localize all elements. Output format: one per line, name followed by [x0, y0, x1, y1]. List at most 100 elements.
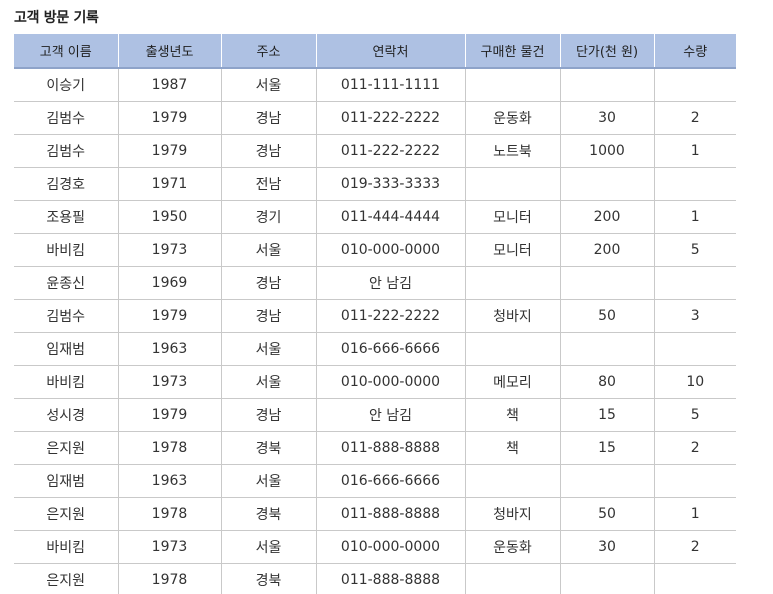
- cell-address: 서울: [220, 365, 316, 399]
- header-row: 고객 이름 출생년도 주소 연락처 구매한 물건 단가(천 원) 수량: [14, 34, 736, 69]
- cell-purchased-item: 책: [464, 398, 560, 432]
- table-container: 고객 이름 출생년도 주소 연락처 구매한 물건 단가(천 원) 수량 이승기 1…: [14, 34, 736, 594]
- table-row: 은지원 1978 경북 011-888-8888 책 15 2: [14, 431, 736, 465]
- cell-birth-year: 1971: [117, 167, 221, 201]
- cell-contact: 안 남김: [315, 398, 465, 432]
- cell-purchased-item: [464, 464, 560, 498]
- cell-contact: 010-000-0000: [315, 530, 465, 564]
- cell-unit-price: [559, 266, 654, 300]
- cell-birth-year: 1979: [117, 134, 221, 168]
- cell-address: 전남: [220, 167, 316, 201]
- cell-address: 경남: [220, 101, 316, 135]
- table-row: 윤종신 1969 경남 안 남김: [14, 266, 736, 300]
- cell-unit-price: 50: [559, 497, 654, 531]
- cell-address: 서울: [220, 332, 316, 366]
- table-row: 임재범 1963 서울 016-666-6666: [14, 464, 736, 498]
- table-row: 은지원 1978 경북 011-888-8888 청바지 50 1: [14, 497, 736, 531]
- cell-unit-price: 50: [559, 299, 654, 333]
- cell-address: 경남: [220, 134, 316, 168]
- cell-customer-name: 김경호: [14, 167, 118, 201]
- cell-contact: 안 남김: [315, 266, 465, 300]
- cell-quantity: [653, 563, 736, 594]
- cell-customer-name: 임재범: [14, 464, 118, 498]
- cell-unit-price: [559, 563, 654, 594]
- cell-address: 서울: [220, 464, 316, 498]
- cell-purchased-item: [464, 563, 560, 594]
- table-row: 바비킴 1973 서울 010-000-0000 메모리 80 10: [14, 365, 736, 399]
- cell-birth-year: 1973: [117, 530, 221, 564]
- cell-contact: 016-666-6666: [315, 464, 465, 498]
- cell-birth-year: 1978: [117, 431, 221, 465]
- cell-contact: 011-888-8888: [315, 563, 465, 594]
- cell-address: 서울: [220, 233, 316, 267]
- cell-quantity: [653, 332, 736, 366]
- cell-purchased-item: 청바지: [464, 299, 560, 333]
- cell-purchased-item: 노트북: [464, 134, 560, 168]
- cell-contact: 011-888-8888: [315, 431, 465, 465]
- header-customer-name: 고객 이름: [14, 34, 118, 69]
- cell-birth-year: 1963: [117, 464, 221, 498]
- cell-quantity: 5: [653, 398, 736, 432]
- cell-quantity: 10: [653, 365, 736, 399]
- cell-unit-price: [559, 167, 654, 201]
- cell-contact: 016-666-6666: [315, 332, 465, 366]
- cell-address: 경남: [220, 266, 316, 300]
- cell-contact: 011-222-2222: [315, 101, 465, 135]
- cell-unit-price: 15: [559, 431, 654, 465]
- cell-customer-name: 성시경: [14, 398, 118, 432]
- cell-unit-price: 30: [559, 101, 654, 135]
- cell-contact: 011-888-8888: [315, 497, 465, 531]
- cell-customer-name: 바비킴: [14, 530, 118, 564]
- cell-customer-name: 은지원: [14, 497, 118, 531]
- cell-birth-year: 1973: [117, 233, 221, 267]
- cell-birth-year: 1979: [117, 101, 221, 135]
- customer-visit-table: 고객 이름 출생년도 주소 연락처 구매한 물건 단가(천 원) 수량 이승기 1…: [14, 34, 736, 594]
- cell-purchased-item: 모니터: [464, 233, 560, 267]
- cell-unit-price: 15: [559, 398, 654, 432]
- cell-quantity: 2: [653, 101, 736, 135]
- cell-birth-year: 1950: [117, 200, 221, 234]
- cell-purchased-item: 책: [464, 431, 560, 465]
- cell-birth-year: 1973: [117, 365, 221, 399]
- cell-purchased-item: 메모리: [464, 365, 560, 399]
- cell-address: 경기: [220, 200, 316, 234]
- cell-unit-price: [559, 332, 654, 366]
- cell-quantity: 1: [653, 497, 736, 531]
- cell-contact: 019-333-3333: [315, 167, 465, 201]
- cell-quantity: [653, 464, 736, 498]
- header-address: 주소: [220, 34, 316, 69]
- table-row: 성시경 1979 경남 안 남김 책 15 5: [14, 398, 736, 432]
- cell-contact: 011-222-2222: [315, 299, 465, 333]
- cell-quantity: 2: [653, 530, 736, 564]
- cell-quantity: 2: [653, 431, 736, 465]
- cell-quantity: [653, 266, 736, 300]
- cell-purchased-item: 청바지: [464, 497, 560, 531]
- table-row: 바비킴 1973 서울 010-000-0000 모니터 200 5: [14, 233, 736, 267]
- cell-address: 경북: [220, 431, 316, 465]
- table-row: 조용필 1950 경기 011-444-4444 모니터 200 1: [14, 200, 736, 234]
- cell-unit-price: 1000: [559, 134, 654, 168]
- header-unit-price: 단가(천 원): [559, 34, 654, 69]
- cell-birth-year: 1987: [117, 68, 221, 102]
- cell-purchased-item: [464, 332, 560, 366]
- cell-customer-name: 바비킴: [14, 233, 118, 267]
- table-row: 은지원 1978 경북 011-888-8888: [14, 563, 736, 594]
- cell-unit-price: 80: [559, 365, 654, 399]
- cell-quantity: 1: [653, 200, 736, 234]
- cell-customer-name: 김범수: [14, 299, 118, 333]
- cell-customer-name: 이승기: [14, 68, 118, 102]
- header-birth-year: 출생년도: [117, 34, 221, 69]
- cell-purchased-item: [464, 68, 560, 102]
- cell-customer-name: 김범수: [14, 101, 118, 135]
- cell-customer-name: 임재범: [14, 332, 118, 366]
- table-row: 임재범 1963 서울 016-666-6666: [14, 332, 736, 366]
- cell-address: 서울: [220, 68, 316, 102]
- header-contact: 연락처: [315, 34, 465, 69]
- cell-unit-price: 200: [559, 200, 654, 234]
- cell-unit-price: 200: [559, 233, 654, 267]
- cell-birth-year: 1963: [117, 332, 221, 366]
- cell-birth-year: 1969: [117, 266, 221, 300]
- cell-unit-price: 30: [559, 530, 654, 564]
- cell-quantity: 3: [653, 299, 736, 333]
- page-title: 고객 방문 기록: [14, 10, 99, 26]
